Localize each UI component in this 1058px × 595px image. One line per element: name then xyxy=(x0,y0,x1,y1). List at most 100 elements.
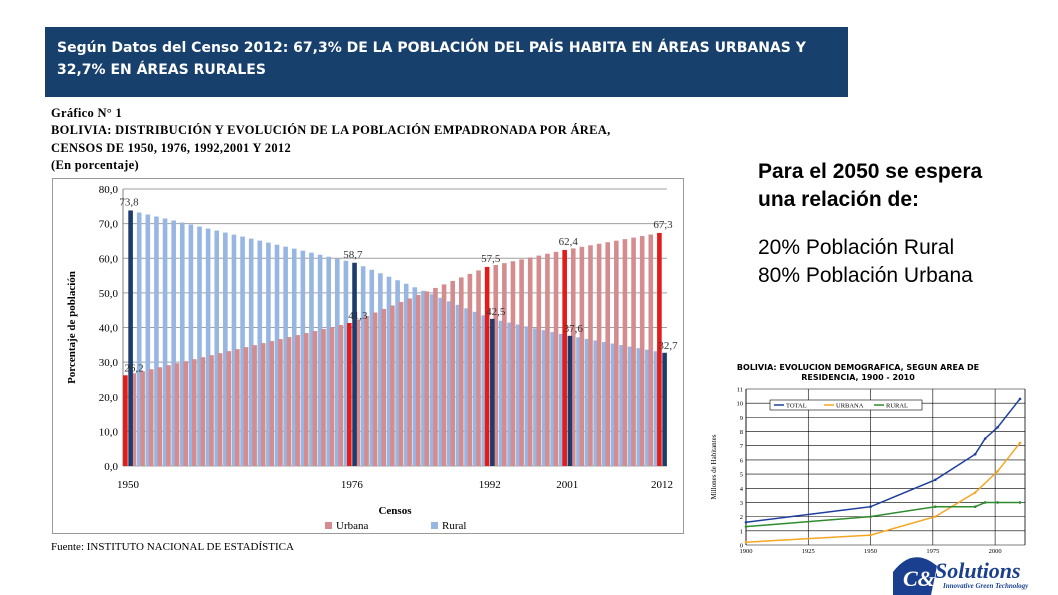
rural-bar xyxy=(335,258,340,466)
urbana-bar xyxy=(536,255,542,466)
urbana-bar xyxy=(622,239,628,466)
y-tick-label: 40,0 xyxy=(99,323,119,335)
rural-bar xyxy=(179,222,185,466)
logo-tagline: Innovative Green Technology xyxy=(942,582,1029,590)
urbana-census-bar xyxy=(123,375,128,466)
y-tick-label: 1 xyxy=(740,528,743,535)
urbana-bar xyxy=(278,339,283,466)
urbana-bar xyxy=(338,325,344,466)
rural-bar xyxy=(162,218,168,466)
urbana-bar xyxy=(614,240,619,466)
rural-bar xyxy=(283,246,288,466)
rural-bar xyxy=(188,224,194,466)
logo-brand: Solutions xyxy=(935,558,1021,583)
urbana-bar xyxy=(372,312,378,466)
y-tick-label: 8 xyxy=(740,429,743,436)
urbana-bar xyxy=(476,270,481,466)
rural-census-bar xyxy=(352,262,357,466)
data-point xyxy=(996,501,999,504)
rural-bar xyxy=(378,273,383,466)
urbana-bar xyxy=(148,369,154,466)
urbana-census-bar xyxy=(562,249,567,466)
data-label: 41,3 xyxy=(348,310,368,322)
line-series-urbana xyxy=(745,442,1021,543)
urbana-bar xyxy=(303,333,309,466)
rural-bar xyxy=(403,283,409,466)
urbana-bar xyxy=(166,365,171,466)
y-tick-label: 60,0 xyxy=(99,253,119,265)
rural-census-bar xyxy=(567,335,573,466)
rural-bar xyxy=(171,220,176,466)
chart-units-note: (En porcentaje) xyxy=(51,158,139,172)
urbana-bar xyxy=(433,287,438,466)
y-tick-label: 50,0 xyxy=(99,288,119,300)
rural-bar xyxy=(205,228,211,466)
rural-bar xyxy=(300,250,306,466)
line-series-rural xyxy=(745,501,1020,528)
urbana-census-bar xyxy=(347,322,352,466)
rural-bar xyxy=(266,242,271,466)
rural-bar xyxy=(627,346,633,466)
data-point xyxy=(1018,441,1022,445)
rural-bar xyxy=(541,330,547,466)
rural-bar xyxy=(645,349,650,466)
data-point xyxy=(934,478,937,482)
rural-bar xyxy=(464,308,469,466)
urbana-bar xyxy=(243,347,249,466)
data-label: 73,8 xyxy=(119,196,139,208)
urbana-bar xyxy=(519,259,524,466)
y-tick-label: 9 xyxy=(740,415,743,422)
data-point xyxy=(869,533,872,537)
urbana-bar xyxy=(364,315,369,466)
rural-bar xyxy=(576,337,581,466)
y-tick-label: 10,0 xyxy=(99,426,119,438)
urbana-bar xyxy=(235,349,240,466)
data-label: 67,3 xyxy=(653,219,673,231)
rural-bar xyxy=(550,332,555,466)
urbana-bar xyxy=(459,277,464,466)
x-tick-label: 2000 xyxy=(989,548,1002,555)
headline-banner: Según Datos del Censo 2012: 67,3% DE LA … xyxy=(45,27,848,97)
data-point xyxy=(973,505,977,509)
cj-solutions-logo: C&J Solutions Innovative Green Technolog… xyxy=(893,557,1029,595)
urbana-bar xyxy=(639,236,645,466)
urbana-bar xyxy=(390,305,395,466)
urbana-bar xyxy=(217,353,223,466)
rural-bar xyxy=(231,234,237,466)
rural-bar xyxy=(610,343,616,466)
small-legend: TOTAL URBANA RURAL xyxy=(769,399,923,411)
y-tick-label: 20,0 xyxy=(99,392,119,404)
data-point xyxy=(744,521,748,524)
population-distribution-chart: 0,0 10,0 20,0 30,0 40,0 50,0 60,0 70,0 80,073,8 2… xyxy=(66,184,678,532)
data-point xyxy=(744,525,748,528)
rural-bar xyxy=(343,260,349,466)
rural-census-bar xyxy=(128,210,133,466)
rural-bar xyxy=(274,244,280,466)
urbana-bar xyxy=(157,367,163,466)
y-tick-label: 6 xyxy=(740,457,744,464)
urbana-census-bar xyxy=(657,232,662,466)
rural-bar xyxy=(472,311,478,466)
rural-bar xyxy=(386,276,392,466)
data-point xyxy=(934,505,937,509)
urbana-bar xyxy=(570,248,576,466)
data-point xyxy=(1018,397,1022,401)
legend-box xyxy=(769,399,923,411)
urbana-bar xyxy=(510,261,516,466)
demographic-evolution-chart: 0 1 2 3 4 5 6 7 8 9 10 11 1900 1925 1950 1975 2000 TOTAL U… xyxy=(710,387,1026,555)
data-label: 26,2 xyxy=(124,362,143,374)
rural-bar xyxy=(369,269,375,466)
headline-text: Según Datos del Censo 2012: 67,3% DE LA … xyxy=(57,40,806,78)
rural-bar xyxy=(395,280,400,466)
rural-bar xyxy=(317,254,323,466)
y-tick-label: 80,0 xyxy=(99,184,119,196)
urbana-bar xyxy=(579,246,585,466)
x-tick-label: 1900 xyxy=(740,548,753,555)
rural-bar xyxy=(619,345,624,466)
urbana-bar xyxy=(226,351,232,466)
rural-bar xyxy=(421,290,426,466)
urbana-bar xyxy=(545,253,550,466)
data-point xyxy=(996,469,999,473)
urbana-bar xyxy=(295,335,300,466)
data-label: 42,5 xyxy=(486,306,506,318)
